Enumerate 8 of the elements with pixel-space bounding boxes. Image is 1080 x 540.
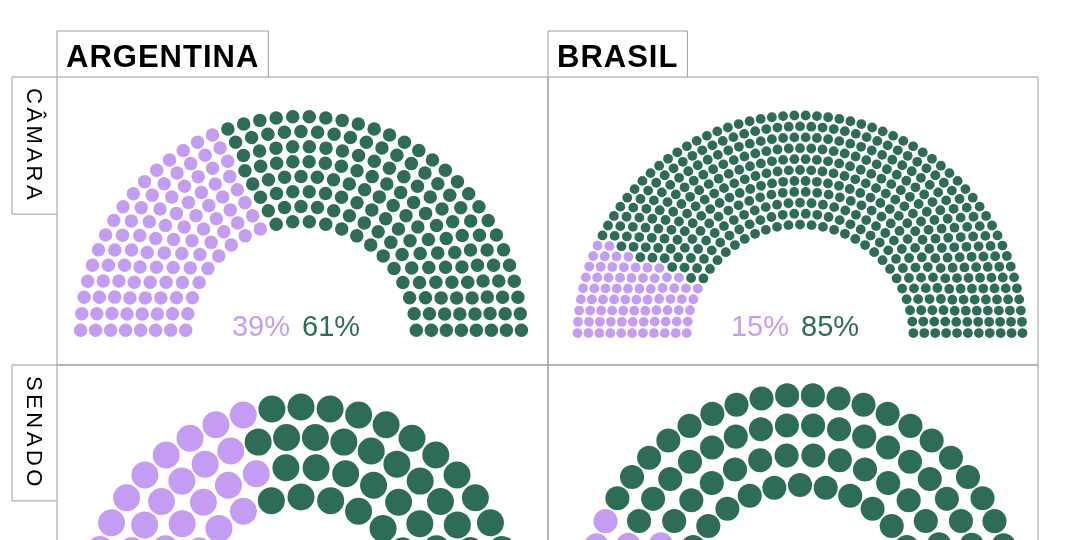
- chart-title: ARGENTINA: [66, 39, 260, 74]
- data-label: 39%: [231, 310, 290, 342]
- data-label: 15%: [730, 310, 789, 342]
- chart-title: BRASIL: [557, 39, 679, 74]
- data-label: 85%: [801, 310, 860, 342]
- text: SENADO: [22, 376, 47, 490]
- data-label: 61%: [302, 310, 361, 342]
- text: CÂMARA: [22, 88, 47, 204]
